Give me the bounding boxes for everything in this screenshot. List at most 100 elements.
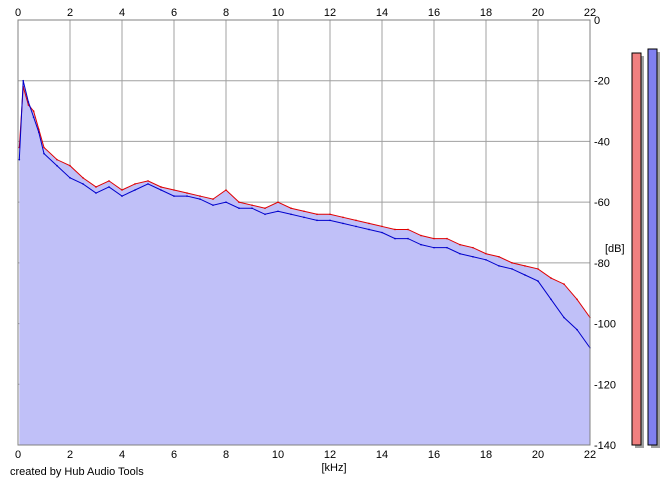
data-point [264,207,266,210]
data-point [251,204,253,206]
tick-labels: 002244668810101212141416161818202022220-… [15,7,616,461]
data-point [511,268,513,270]
data-point [277,210,279,213]
x-axis-label: [kHz] [321,462,346,474]
data-point [342,216,344,219]
data-point [173,189,175,191]
data-point [303,210,305,213]
x-tick-label-bottom: 0 [15,449,21,461]
x-tick-label-top: 20 [532,7,544,19]
data-point [238,207,240,210]
data-point [225,189,227,191]
data-point [32,110,35,112]
data-point [160,186,162,188]
level-meter-right [647,48,658,446]
data-point [27,101,30,103]
x-tick-label-top: 14 [376,7,388,19]
data-point [381,225,383,228]
x-tick-label-bottom: 14 [376,449,388,461]
x-tick-label-bottom: 6 [171,449,177,461]
x-tick-label-top: 10 [272,7,284,19]
x-tick-label-bottom: 2 [67,449,73,461]
data-point [472,255,474,258]
y-tick-label: -20 [594,76,610,88]
x-tick-label-top: 0 [15,7,21,19]
data-point [121,189,123,191]
data-point [82,183,84,185]
series-red-line [18,86,591,318]
data-point [108,186,110,188]
data-point [277,201,279,203]
x-tick-label-top: 12 [324,7,336,19]
data-point [56,158,58,161]
y-tick-label: -40 [594,136,610,148]
x-tick-label-bottom: 20 [532,449,544,461]
data-point [173,195,175,197]
y-tick-label: -100 [594,319,616,331]
data-point [394,237,396,240]
x-tick-label-top: 6 [171,7,177,19]
data-point [251,207,253,210]
data-point [316,213,318,216]
data-point [225,201,227,203]
data-point [433,237,435,240]
data-point [303,216,305,219]
data-point [38,131,40,134]
data-point [394,228,396,231]
data-point [420,234,422,237]
data-point [407,228,409,231]
data-point [537,280,539,282]
data-point [69,177,71,179]
data-point [407,237,409,240]
data-point [290,207,292,210]
series-blue-line [18,80,591,349]
data-point [43,152,45,155]
data-point [82,177,84,179]
x-tick-label-bottom: 8 [223,449,229,461]
data-point [576,298,578,301]
data-point [485,259,487,261]
data-point [446,237,448,240]
data-point [511,262,513,264]
data-point [22,79,25,82]
data-point [420,243,422,246]
data-point [459,243,461,246]
data-point [290,213,292,216]
data-point [355,225,357,228]
data-point [485,252,487,255]
data-point [95,192,97,194]
data-point [160,189,162,191]
data-point [18,158,21,161]
data-point [212,198,214,200]
data-point [108,180,110,182]
y-tick-label: -80 [594,258,610,270]
data-point [524,265,526,267]
y-tick-label: -140 [594,440,616,452]
data-point [550,298,552,301]
data-point [563,283,565,285]
data-point [264,213,266,216]
x-tick-label-top: 22 [584,7,596,19]
y-axis-label: [dB] [605,243,625,255]
spectrum-fill [19,80,591,445]
data-point [381,231,383,234]
data-point [186,192,188,194]
level-meter-left [631,52,642,446]
data-point [186,195,188,197]
data-point [563,316,565,319]
data-point [199,198,201,200]
data-point [368,228,370,231]
credit-text: created by Hub Audio Tools [10,466,144,478]
data-point [446,246,448,249]
data-point [147,183,149,185]
data-point [472,246,474,249]
data-point [134,189,136,191]
data-point [43,146,45,149]
y-tick-label: -60 [594,197,610,209]
data-point [355,219,357,222]
data-point [498,265,500,267]
data-point [134,183,136,185]
data-point [433,246,435,249]
data-point [459,252,461,255]
